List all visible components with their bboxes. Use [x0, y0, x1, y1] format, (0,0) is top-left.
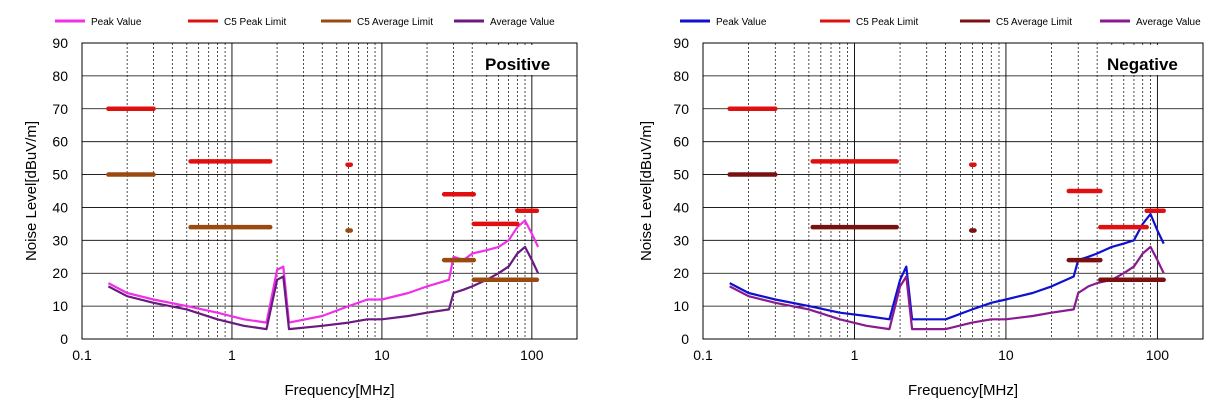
x-tick-label: 10 [998, 347, 1014, 363]
y-tick-label: 40 [673, 199, 689, 215]
y-tick-label: 70 [673, 101, 689, 117]
y-tick-label: 50 [52, 167, 68, 183]
x-tick-label: 0.1 [72, 347, 92, 363]
legend-label: C5 Peak Limit [224, 17, 286, 28]
x-tick-label: 1 [851, 347, 859, 363]
y-tick-label: 90 [673, 35, 689, 51]
y-tick-label: 30 [673, 232, 689, 248]
series-average-value [107, 245, 540, 331]
x-axis-label: Frequency[MHz] [284, 382, 394, 399]
legend-label: C5 Peak Limit [856, 17, 918, 28]
legend-label: C5 Average Limit [357, 17, 433, 28]
y-tick-label: 80 [673, 68, 689, 84]
chart-title: Negative [1107, 55, 1178, 74]
y-tick-label: 40 [52, 199, 68, 215]
y-axis-label: Noise Level[dBuV/m] [23, 121, 40, 261]
y-axis-label: Noise Level[dBuV/m] [638, 121, 655, 261]
legend-label: Peak Value [91, 17, 142, 28]
x-axis-label: Frequency[MHz] [908, 382, 1018, 399]
y-tick-label: 90 [52, 35, 68, 51]
y-tick-label: 20 [673, 265, 689, 281]
legend-label: Peak Value [716, 17, 767, 28]
chart-positive: 0 10 20 30 40 50 60 70 80 90 0.1 1 10 100 Positive Freq… [23, 17, 578, 399]
series-peak-value [729, 212, 1165, 321]
chart-title: Positive [485, 55, 550, 74]
y-tick-label: 70 [52, 101, 68, 117]
y-tick-label: 10 [52, 298, 68, 314]
y-tick-label: 0 [60, 331, 68, 347]
badge-bg [477, 45, 575, 75]
legend-label: C5 Average Limit [996, 17, 1072, 28]
y-tick-label: 10 [673, 298, 689, 314]
series-peak-value [107, 219, 540, 324]
x-tick-label: 10 [374, 347, 390, 363]
y-tick-label: 20 [52, 265, 68, 281]
series-average-value [729, 245, 1165, 331]
y-tick-label: 50 [673, 167, 689, 183]
legend-label: Average Value [490, 17, 555, 28]
y-tick-label: 80 [52, 68, 68, 84]
plot-area [81, 42, 578, 340]
x-tick-label: 0.1 [693, 347, 713, 363]
x-tick-label: 1 [228, 347, 236, 363]
plot-area [702, 42, 1204, 340]
badge-bg [1099, 45, 1197, 75]
x-tick-label: 100 [1146, 347, 1170, 363]
chart-negative: 0 10 20 30 40 50 60 70 80 90 0.1 1 10 100 Negative Freq… [638, 17, 1204, 399]
legend-label: Average Value [1136, 17, 1201, 28]
x-tick-label: 100 [520, 347, 544, 363]
y-tick-label: 60 [673, 134, 689, 150]
y-tick-label: 60 [52, 134, 68, 150]
y-tick-label: 0 [681, 331, 689, 347]
y-tick-label: 30 [52, 232, 68, 248]
